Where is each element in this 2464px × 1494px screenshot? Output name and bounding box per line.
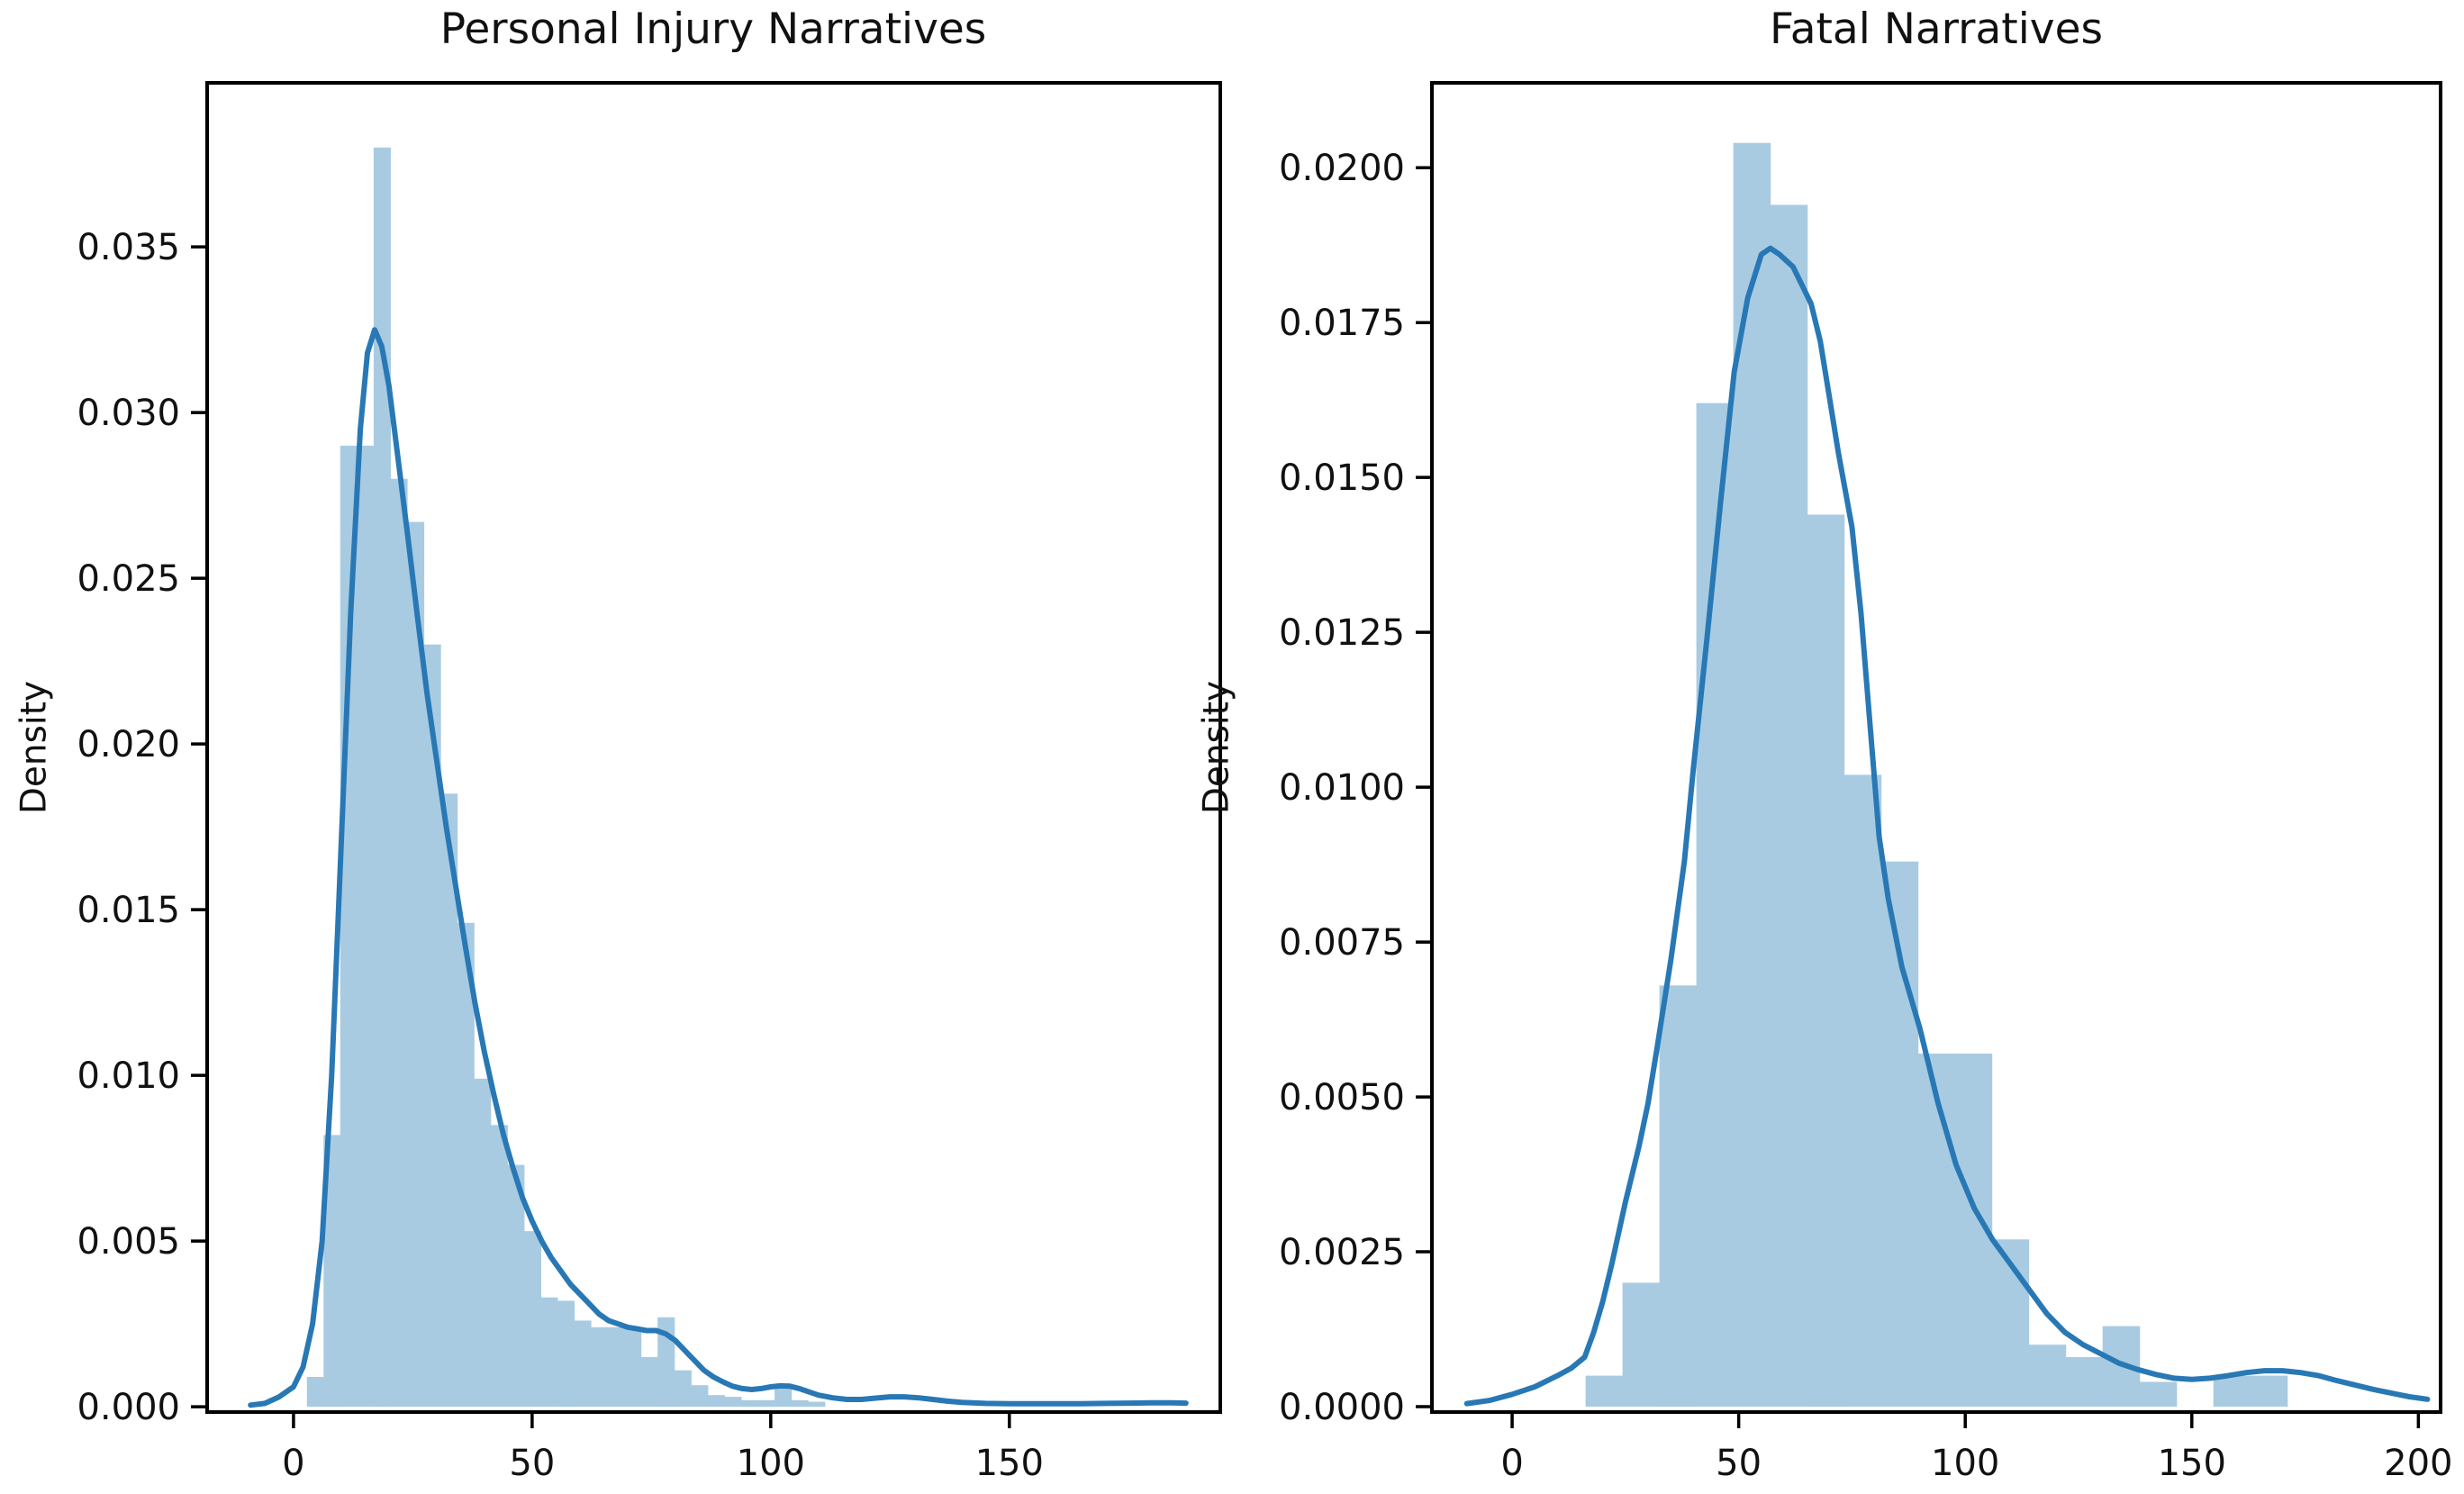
histogram-bar bbox=[407, 521, 425, 1408]
histogram-bar bbox=[2139, 1381, 2178, 1407]
histogram-bar bbox=[1807, 514, 1845, 1408]
y-tick-label: 0.0075 bbox=[1279, 922, 1405, 964]
kde-line bbox=[248, 327, 1189, 1408]
histogram-bar bbox=[490, 1125, 508, 1408]
histogram-bar bbox=[390, 478, 408, 1408]
histogram-bar bbox=[373, 147, 391, 1408]
x-tick-label: 50 bbox=[1716, 1443, 1762, 1484]
right-y-axis-label: Density bbox=[1196, 680, 1237, 815]
histogram-bar bbox=[757, 1399, 775, 1408]
histogram-bar bbox=[591, 1326, 609, 1408]
histogram-bar bbox=[457, 922, 475, 1408]
y-tick-label: 0.0150 bbox=[1279, 457, 1405, 499]
x-axis: 0 50 100 150 200 bbox=[1500, 1412, 2453, 1484]
left-y-axis-label: Density bbox=[14, 680, 55, 815]
histogram-bar bbox=[423, 644, 441, 1408]
histogram-bar bbox=[557, 1300, 575, 1408]
histogram-bar bbox=[1770, 204, 1808, 1407]
left-chart: 0 50 100 1500.0000.0050.0100.0150.0200.0250… bbox=[77, 81, 1222, 1484]
axes-spines bbox=[205, 81, 1222, 1414]
histogram-bar bbox=[1843, 774, 1882, 1407]
x-axis: 0 50 100 150 bbox=[282, 1412, 1044, 1484]
histogram-bar bbox=[2213, 1375, 2251, 1407]
axes-spines bbox=[1430, 81, 2442, 1414]
y-tick-label: 0.005 bbox=[77, 1221, 180, 1263]
histogram-bar bbox=[340, 445, 358, 1408]
histogram-bar bbox=[741, 1399, 759, 1408]
x-tick-label: 0 bbox=[1500, 1443, 1523, 1484]
histogram-bar bbox=[724, 1397, 742, 1408]
x-tick-label: 200 bbox=[2384, 1443, 2452, 1484]
y-tick-label: 0.0200 bbox=[1279, 148, 1405, 189]
histogram-bar bbox=[507, 1164, 525, 1408]
histogram-bar bbox=[640, 1356, 658, 1408]
histogram-bar bbox=[2250, 1375, 2288, 1407]
histogram-bar bbox=[306, 1377, 324, 1408]
y-tick-label: 0.000 bbox=[77, 1387, 180, 1428]
left-chart-title: Personal Injury Narratives bbox=[439, 5, 987, 54]
y-tick-label: 0.020 bbox=[77, 724, 180, 765]
y-tick-label: 0.015 bbox=[77, 890, 180, 931]
y-tick-label: 0.010 bbox=[77, 1055, 180, 1097]
histogram-bar bbox=[691, 1385, 709, 1408]
x-tick-label: 0 bbox=[282, 1443, 304, 1484]
histogram-bar bbox=[440, 793, 458, 1408]
right-chart-title: Fatal Narratives bbox=[1769, 5, 2104, 54]
histogram-bar bbox=[540, 1297, 558, 1408]
histogram-bar bbox=[1585, 1375, 1624, 1407]
histogram-bars bbox=[306, 147, 826, 1408]
histogram-bar bbox=[674, 1370, 692, 1408]
y-tick-label: 0.025 bbox=[77, 558, 180, 600]
y-axis: 0.000 0.005 0.010 0.015 0.020 0.025 0.030 0.035 bbox=[77, 227, 207, 1428]
y-tick-label: 0.0175 bbox=[1279, 303, 1405, 344]
y-tick-label: 0.0000 bbox=[1279, 1387, 1405, 1428]
histogram-bars bbox=[1585, 142, 2288, 1408]
histogram-bar bbox=[357, 445, 375, 1408]
histogram-bar bbox=[808, 1401, 826, 1408]
histogram-bar bbox=[624, 1326, 642, 1408]
x-tick-label: 50 bbox=[509, 1443, 555, 1484]
histogram-bar bbox=[523, 1231, 541, 1408]
histogram-bar bbox=[574, 1320, 592, 1408]
x-tick-label: 100 bbox=[1931, 1443, 1999, 1484]
y-tick-label: 0.0100 bbox=[1279, 767, 1405, 809]
right-chart: 0 50 100 150 200 0.0000 0.0025 0.0050 0.0075 0.01… bbox=[1279, 81, 2453, 1484]
histogram-bar bbox=[474, 1078, 492, 1408]
histogram-bar bbox=[1622, 1282, 1661, 1407]
kde-line bbox=[1463, 245, 2431, 1407]
y-tick-label: 0.030 bbox=[77, 393, 180, 434]
y-tick-label: 0.0125 bbox=[1279, 612, 1405, 654]
x-tick-label: 150 bbox=[2158, 1443, 2226, 1484]
histogram-bar bbox=[707, 1395, 725, 1408]
y-axis: 0.0000 0.0025 0.0050 0.0075 0.0100 0.0125 0.01… bbox=[1279, 148, 1432, 1428]
histogram-bar bbox=[1917, 1053, 1956, 1407]
histogram-bar bbox=[323, 1135, 341, 1408]
y-tick-label: 0.0025 bbox=[1279, 1232, 1405, 1273]
histogram-bar bbox=[775, 1388, 793, 1408]
histogram-bar bbox=[2065, 1357, 2104, 1407]
x-tick-label: 100 bbox=[737, 1443, 805, 1484]
histogram-bar bbox=[607, 1326, 625, 1408]
y-tick-label: 0.0050 bbox=[1279, 1077, 1405, 1118]
x-tick-label: 150 bbox=[975, 1443, 1044, 1484]
histogram-bar bbox=[2028, 1345, 2067, 1407]
histogram-bar bbox=[791, 1399, 809, 1408]
histogram-bar bbox=[1659, 985, 1698, 1408]
y-tick-label: 0.035 bbox=[77, 227, 180, 268]
